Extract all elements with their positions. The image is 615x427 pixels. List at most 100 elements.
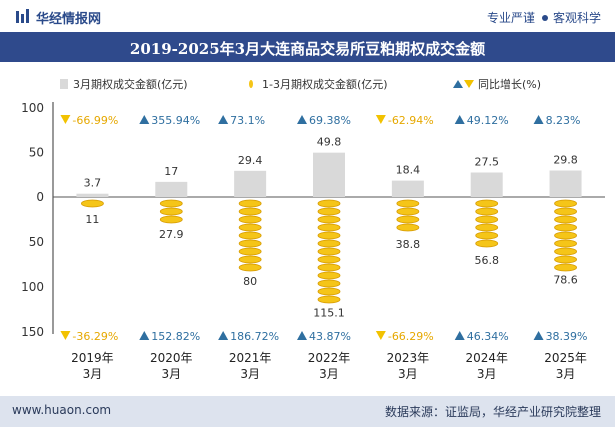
coin-mark [554, 231, 577, 240]
coin-mark [238, 263, 262, 272]
yoy-up-triangle [454, 331, 465, 340]
title-bar: 2019-2025年3月大连商品交易所豆粕期权成交金额 [0, 32, 615, 62]
coin-mark [238, 207, 262, 216]
yoy-up-triangle [139, 115, 150, 124]
x-tick-label-month: 3月 [240, 367, 260, 381]
coin-mark [317, 247, 341, 256]
legend-bar-swatch [60, 79, 68, 89]
footer: www.huaon.com 数据来源：证监局，华经产业研究院整理 [0, 396, 615, 427]
coin-cumulative-label: 56.8 [474, 254, 499, 267]
coin-mark [554, 239, 577, 248]
bar-monthly-label: 27.5 [474, 156, 499, 169]
coin-mark [396, 223, 420, 232]
coin-mark [238, 199, 262, 208]
bar-monthly-label: 17 [164, 165, 178, 178]
yoy-monthly-label: -66.99% [72, 114, 118, 127]
coin-mark [475, 215, 499, 224]
coin-mark [475, 223, 499, 232]
coin-mark [554, 199, 577, 208]
bar-chart-logo-icon [16, 9, 29, 23]
coin-cumulative-label: 115.1 [313, 307, 345, 320]
coin-mark [475, 231, 499, 240]
legend-label-cumulative: 1-3月期权成交金额(亿元) [262, 77, 388, 91]
coin-mark [317, 215, 341, 224]
yoy-monthly-label: 49.12% [467, 114, 509, 127]
coin-mark [238, 231, 262, 240]
bar-monthly [155, 181, 188, 197]
x-tick-label-year: 2024年 [465, 351, 508, 365]
coin-mark [396, 207, 420, 216]
yoy-up-triangle [218, 331, 229, 340]
bar-monthly-label: 49.8 [317, 136, 342, 149]
coin-mark [396, 199, 420, 208]
legend-label-yoy: 同比增长(%) [478, 77, 541, 91]
chart: 3月期权成交金额(亿元) 1-3月期权成交金额(亿元) 同比增长(%) 100 50 0 5… [21, 77, 605, 381]
coin-mark [317, 199, 341, 208]
yoy-monthly-label: 69.38% [309, 114, 351, 127]
coin-mark [317, 207, 341, 216]
x-tick-label-year: 2025年 [544, 351, 587, 365]
y-tick-label: 150 [21, 325, 44, 339]
x-tick-label-year: 2021年 [229, 351, 272, 365]
bar-monthly [234, 170, 267, 197]
footer-source: 数据来源：证监局，华经产业研究院整理 [384, 405, 601, 419]
coin-mark [317, 271, 341, 280]
tagline-left: 专业严谨 [486, 11, 535, 25]
legend-down-triangle-icon [464, 80, 474, 88]
tagline-right: 客观科学 [552, 11, 601, 25]
yoy-up-triangle [297, 115, 307, 124]
yoy-cumulative-label: 46.34% [467, 330, 509, 343]
coin-mark [238, 223, 262, 232]
coin-mark [396, 215, 420, 224]
coin-mark [238, 239, 262, 248]
coin-mark [554, 215, 577, 224]
yoy-monthly-label: 355.94% [151, 114, 200, 127]
legend-coin-icon [249, 80, 253, 88]
coin-mark [317, 295, 341, 304]
coin-mark [475, 199, 499, 208]
coin-mark [554, 247, 577, 256]
coin-mark [554, 263, 577, 272]
coin-mark [317, 279, 341, 288]
coin-mark [238, 215, 262, 224]
y-tick-label: 50 [29, 235, 44, 249]
bar-monthly [549, 170, 582, 197]
yoy-monthly-label: 8.23% [546, 114, 581, 127]
bar-monthly [313, 152, 345, 197]
coin-mark [475, 239, 499, 248]
x-tick-label-year: 2020年 [150, 351, 193, 365]
x-tick-label-month: 3月 [161, 367, 181, 381]
tagline: 专业严谨 客观科学 [487, 9, 601, 26]
x-tick-label-year: 2023年 [387, 351, 430, 365]
coin-mark [159, 215, 183, 224]
bar-monthly [76, 193, 109, 197]
yoy-cumulative-label: -66.29% [388, 330, 434, 343]
coin-mark [554, 255, 577, 264]
bar-monthly-label: 18.4 [396, 164, 421, 177]
y-tick-label: 50 [29, 146, 44, 160]
yoy-down-triangle [375, 115, 386, 124]
x-tick-label-month: 3月 [319, 367, 339, 381]
bar-monthly-label: 3.7 [84, 177, 102, 190]
bar-monthly [470, 172, 503, 197]
coin-mark [238, 255, 262, 264]
coin-cumulative-label: 27.9 [159, 228, 184, 241]
top-bar: 华经情报网 专业严谨 客观科学 [0, 0, 615, 32]
y-tick-label: 100 [21, 280, 44, 294]
yoy-up-triangle [139, 331, 150, 340]
bar-monthly [391, 180, 424, 197]
yoy-up-triangle [454, 115, 465, 124]
yoy-cumulative-label: 43.87% [309, 330, 351, 343]
coin-mark [238, 247, 262, 256]
bar-monthly-label: 29.8 [553, 153, 578, 166]
coin-mark [159, 199, 183, 208]
legend-up-triangle-icon [453, 80, 463, 88]
coin-mark [317, 231, 341, 240]
yoy-cumulative-label: 38.39% [546, 330, 588, 343]
site-name: 华经情报网 [36, 12, 102, 27]
yoy-up-triangle [533, 115, 544, 124]
coin-cumulative-label: 38.8 [396, 238, 421, 251]
coin-mark [317, 239, 341, 248]
coin-cumulative-label: 11 [85, 213, 99, 226]
